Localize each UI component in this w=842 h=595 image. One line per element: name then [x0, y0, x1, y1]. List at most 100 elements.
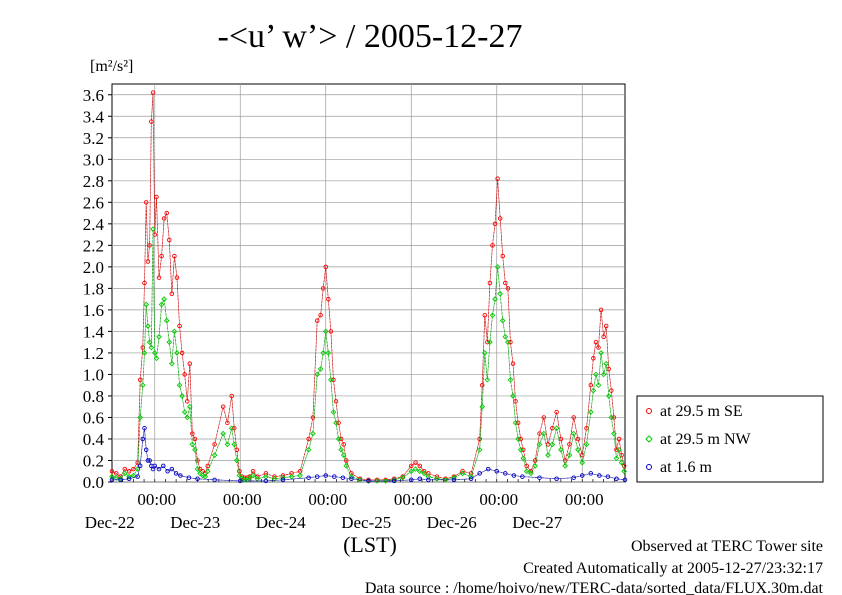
y-tick-label: 0.2 [83, 451, 104, 470]
data-point [142, 280, 147, 286]
data-point [148, 344, 155, 351]
data-point [595, 382, 602, 389]
data-point [186, 403, 193, 410]
data-point [489, 312, 496, 319]
data-point [328, 376, 334, 383]
y-tick-label: 2.6 [83, 193, 104, 212]
data-point [580, 473, 585, 478]
x-tick-time: 00:00 [479, 490, 518, 509]
data-point [323, 264, 329, 270]
y-tick-label: 1.4 [83, 322, 105, 341]
data-point [605, 474, 611, 479]
data-point [492, 221, 498, 227]
data-point [349, 476, 354, 482]
data-point [150, 226, 156, 233]
data-point [317, 366, 324, 372]
data-point [159, 253, 164, 259]
data-point [570, 430, 577, 437]
data-point [149, 119, 154, 124]
data-point [220, 430, 226, 437]
data-point [310, 415, 316, 420]
data-point [177, 323, 182, 329]
data-point [186, 475, 192, 480]
data-point [540, 430, 547, 437]
data-point [142, 425, 147, 431]
data-point [520, 455, 527, 462]
data-point [202, 473, 209, 480]
data-point [141, 350, 148, 356]
data-point [416, 468, 423, 475]
data-point [145, 259, 151, 264]
data-point [109, 477, 115, 483]
legend-marker [645, 435, 653, 443]
data-point [154, 194, 159, 200]
data-point [426, 477, 431, 483]
data-point [211, 452, 218, 458]
data-point [314, 474, 320, 479]
data-point [536, 441, 543, 448]
data-point [575, 436, 581, 442]
data-point [306, 475, 311, 480]
data-point [338, 436, 344, 442]
y-tick-label: 2.8 [83, 172, 104, 191]
data-point [146, 339, 153, 345]
data-point [374, 478, 380, 484]
data-point [520, 474, 525, 479]
x-tick-time: 00:00 [137, 490, 176, 509]
data-point [583, 441, 590, 448]
legend-label: at 1.6 m [660, 459, 713, 476]
data-point [121, 470, 128, 477]
data-point [425, 473, 432, 480]
data-point [176, 382, 183, 389]
data-point [126, 476, 132, 482]
data-point [553, 425, 560, 432]
data-point [417, 476, 423, 482]
data-point [161, 296, 167, 302]
legend-box [636, 395, 824, 483]
data-point [139, 382, 146, 389]
data-point [357, 477, 363, 483]
data-point [383, 477, 388, 483]
data-point [588, 382, 594, 388]
data-point [477, 471, 482, 476]
data-point [374, 477, 380, 483]
data-point [297, 472, 303, 479]
data-point [137, 414, 144, 421]
data-point [236, 472, 243, 479]
y-ticks: 0.0 0.2 0.4 0.6 0.8 1.0 1.2 1.4 1.6 1.8 2.0 2.2 2.4 2… [83, 86, 112, 492]
data-point [409, 477, 414, 483]
data-point [326, 296, 331, 302]
data-point [487, 339, 493, 345]
data-point [145, 458, 151, 463]
data-point [126, 468, 132, 474]
data-point [558, 446, 564, 453]
data-point [622, 477, 628, 483]
data-point [587, 409, 594, 415]
data-point [195, 458, 200, 463]
data-point [571, 475, 576, 480]
data-point [179, 350, 185, 356]
data-point [524, 463, 529, 469]
footer-line-3: Data source : /home/hoivo/new/TERC-data/… [365, 580, 824, 595]
data-point [194, 466, 201, 472]
data-point [134, 466, 141, 472]
data-point [485, 339, 490, 345]
data-point [391, 477, 397, 483]
data-point [109, 468, 115, 474]
y-tick-label: 1.0 [83, 365, 104, 384]
legend: at 29.5 m SE at 29.5 m NW at 1.6 m [636, 395, 824, 483]
data-point [140, 436, 146, 442]
data-point [490, 243, 495, 248]
data-point [600, 371, 607, 378]
data-point [391, 478, 397, 484]
data-point [554, 409, 559, 415]
data-point [237, 478, 243, 484]
data-point [246, 474, 253, 481]
data-point [510, 361, 516, 366]
data-point [143, 447, 149, 452]
data-point [562, 458, 568, 463]
data-point [442, 477, 449, 483]
data-point [515, 420, 521, 426]
data-point [598, 350, 604, 356]
data-point [502, 333, 509, 340]
